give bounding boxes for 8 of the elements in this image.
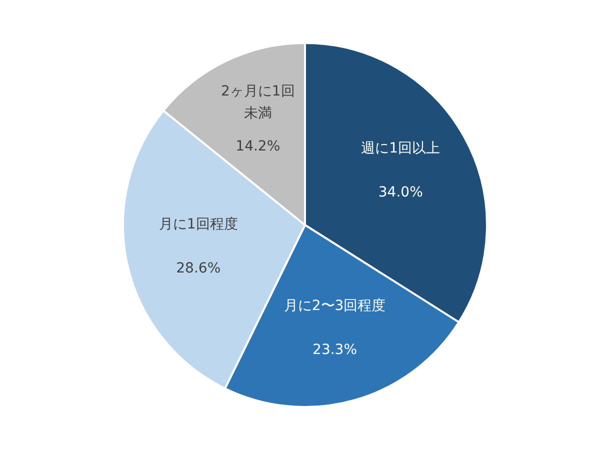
data-label: 28.6% bbox=[176, 260, 221, 277]
slice-label: 月に2〜3回程度 bbox=[284, 298, 386, 314]
slice-label: 2ヶ月に1回未満 bbox=[221, 83, 295, 122]
data-label: 14.2% bbox=[236, 138, 280, 154]
slice-label: 月に1回程度 bbox=[158, 216, 238, 233]
data-label: 34.0% bbox=[378, 184, 423, 200]
slice-label: 週に1回以上 bbox=[361, 140, 440, 156]
data-label: 23.3% bbox=[312, 342, 358, 358]
